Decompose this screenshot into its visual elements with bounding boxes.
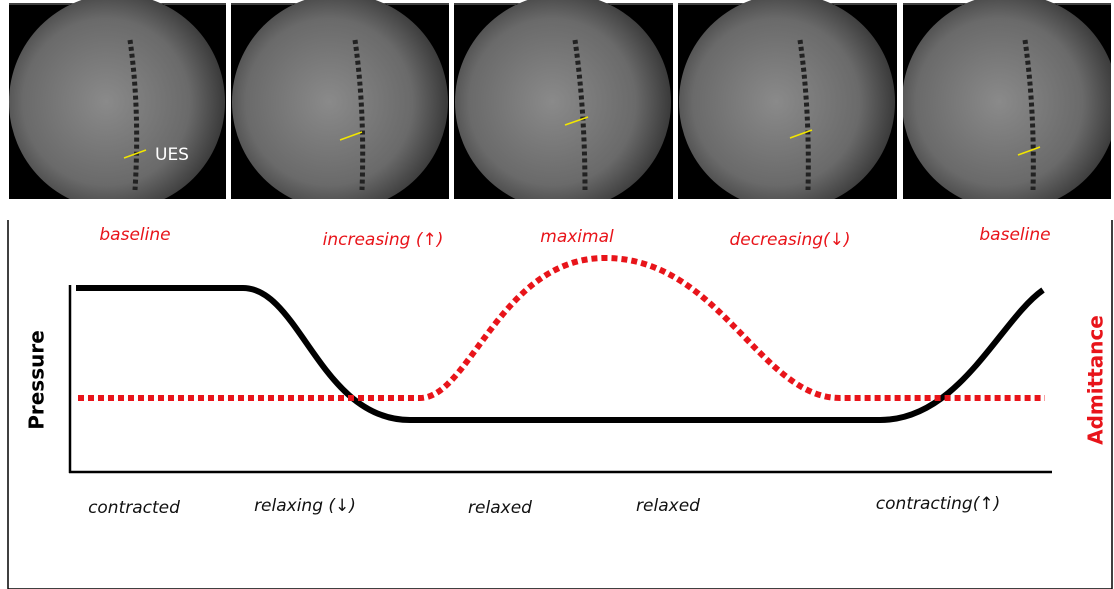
admittance-state: baseline (979, 225, 1050, 245)
y-axis-label: Pressure (25, 330, 49, 430)
axes (68, 285, 1052, 474)
admittance-state: baseline (99, 225, 170, 245)
pressure-state: relaxed (636, 496, 700, 516)
fluoroscopy-panels (0, 0, 1114, 220)
pressure-state: relaxing (↓) (254, 496, 356, 516)
pressure-curve (76, 285, 1045, 423)
pressure-state: relaxed (468, 498, 532, 518)
admittance-state: maximal (540, 227, 614, 247)
admittance-state: decreasing(↓) (729, 230, 850, 250)
pressure-state: contracted (88, 498, 180, 518)
admittance-state: increasing (↑) (323, 230, 444, 250)
y2-axis-label: Admittance (1084, 315, 1108, 445)
pressure-state: contracting(↑) (876, 494, 1000, 514)
admittance-curve (78, 254, 1045, 401)
ues-label: UES (155, 145, 189, 165)
